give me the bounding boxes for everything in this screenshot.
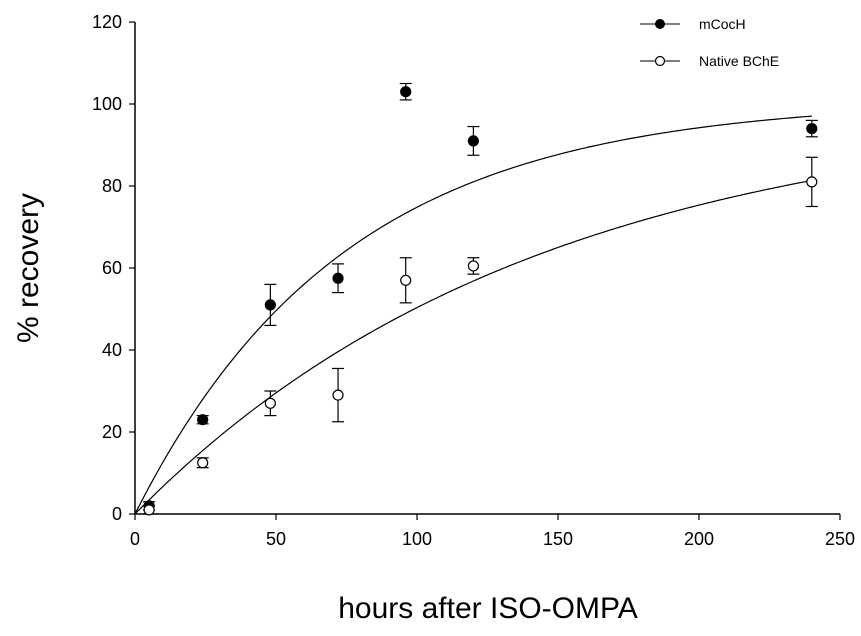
x-tick-label: 0 — [130, 529, 140, 549]
data-point-native-bche — [332, 389, 344, 401]
y-tick-label: 0 — [112, 504, 122, 524]
axes — [134, 22, 840, 515]
data-point-native-bche — [143, 504, 155, 516]
legend-label-mcoch: mCocH — [699, 16, 746, 32]
x-tick-label: 150 — [543, 529, 573, 549]
data-point-native-bche — [400, 274, 412, 286]
data-point-native-bche — [806, 176, 818, 188]
y-tick-label: 40 — [102, 340, 122, 360]
legend-marker-mcoch — [655, 19, 665, 29]
legend: mCocH Native BChE — [640, 16, 779, 69]
data-point-native-bche — [467, 260, 479, 272]
y-tick-label: 20 — [102, 422, 122, 442]
y-tick-label: 60 — [102, 258, 122, 278]
data-point-mcoch — [264, 299, 276, 311]
x-tick-label: 100 — [402, 529, 432, 549]
x-tick-label: 200 — [684, 529, 714, 549]
y-tick-label: 80 — [102, 176, 122, 196]
legend-marker-native-bche — [654, 55, 666, 67]
fit-curve-native-bche — [134, 179, 812, 515]
fit-curves — [134, 115, 812, 515]
data-points — [143, 82, 818, 516]
data-point-native-bche — [197, 457, 209, 469]
data-point-native-bche — [264, 397, 276, 409]
ticks: 0 50 100 150 200 250 0 20 40 60 80 100 120 — [92, 12, 855, 549]
y-tick-label: 120 — [92, 12, 122, 32]
data-point-mcoch — [332, 272, 344, 284]
data-point-mcoch — [400, 86, 412, 98]
data-point-mcoch — [467, 135, 479, 147]
x-axis-title: hours after ISO-OMPA — [338, 592, 638, 625]
data-point-mcoch — [197, 414, 209, 426]
legend-label-native-bche: Native BChE — [699, 53, 779, 69]
y-axis-title: % recovery — [12, 193, 45, 343]
x-tick-label: 50 — [266, 529, 286, 549]
data-point-mcoch — [806, 123, 818, 135]
y-tick-label: 100 — [92, 94, 122, 114]
fit-curve-mcoch — [134, 115, 812, 515]
x-tick-label: 250 — [825, 529, 855, 549]
